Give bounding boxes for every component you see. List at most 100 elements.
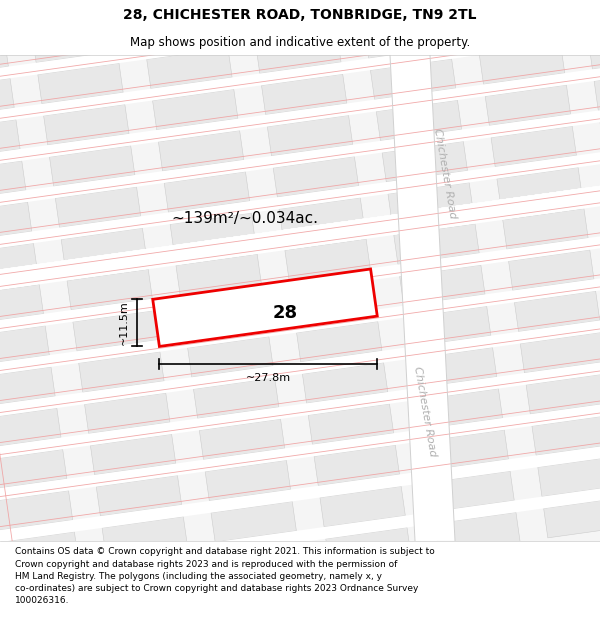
Polygon shape [73, 311, 158, 351]
Polygon shape [365, 18, 450, 58]
Polygon shape [0, 463, 600, 599]
Polygon shape [250, 0, 335, 32]
Polygon shape [532, 414, 600, 456]
Polygon shape [390, 55, 455, 541]
Polygon shape [285, 239, 370, 279]
Polygon shape [102, 517, 187, 558]
Polygon shape [0, 408, 61, 449]
Polygon shape [193, 378, 279, 419]
Polygon shape [0, 134, 600, 269]
Polygon shape [326, 528, 411, 568]
Polygon shape [217, 542, 302, 583]
Polygon shape [0, 92, 600, 228]
Polygon shape [211, 501, 296, 542]
Polygon shape [467, 0, 553, 2]
Polygon shape [538, 456, 600, 497]
Polygon shape [479, 44, 565, 84]
Text: ~11.5m: ~11.5m [118, 301, 128, 345]
Polygon shape [0, 193, 552, 337]
Polygon shape [382, 141, 467, 182]
Polygon shape [94, 132, 600, 276]
Polygon shape [435, 512, 520, 553]
Polygon shape [182, 295, 267, 336]
Polygon shape [394, 224, 479, 264]
Polygon shape [0, 284, 43, 325]
Polygon shape [0, 216, 600, 352]
Polygon shape [390, 55, 455, 541]
Polygon shape [0, 573, 85, 614]
Polygon shape [308, 404, 394, 444]
Polygon shape [0, 299, 600, 434]
Polygon shape [406, 306, 491, 347]
Polygon shape [188, 336, 273, 377]
Polygon shape [0, 175, 600, 311]
Polygon shape [55, 187, 141, 228]
Polygon shape [91, 434, 176, 475]
Polygon shape [96, 476, 182, 516]
Polygon shape [370, 59, 456, 99]
Polygon shape [256, 32, 341, 74]
Polygon shape [79, 352, 164, 392]
Polygon shape [0, 78, 14, 119]
Polygon shape [412, 348, 497, 388]
Polygon shape [311, 102, 600, 246]
Polygon shape [158, 131, 244, 171]
Polygon shape [400, 265, 485, 306]
Text: Chichester Road: Chichester Road [432, 128, 458, 220]
Polygon shape [0, 162, 600, 306]
Polygon shape [296, 321, 382, 362]
Polygon shape [61, 228, 146, 269]
Polygon shape [302, 362, 388, 403]
Polygon shape [485, 85, 571, 126]
Polygon shape [0, 0, 600, 64]
Polygon shape [514, 291, 600, 332]
Polygon shape [509, 250, 594, 291]
Polygon shape [273, 156, 359, 198]
Polygon shape [202, 117, 600, 261]
Polygon shape [0, 381, 600, 517]
Polygon shape [583, 0, 600, 28]
Polygon shape [26, 0, 112, 21]
Polygon shape [0, 532, 79, 572]
Text: Map shows position and indicative extent of the property.: Map shows position and indicative extent… [130, 36, 470, 49]
Polygon shape [44, 104, 129, 145]
Polygon shape [176, 254, 262, 295]
Polygon shape [291, 280, 376, 321]
Text: Contains OS data © Crown copyright and database right 2021. This information is : Contains OS data © Crown copyright and d… [15, 548, 435, 605]
Polygon shape [67, 269, 152, 310]
Text: 28, CHICHESTER ROAD, TONBRIDGE, TN9 2TL: 28, CHICHESTER ROAD, TONBRIDGE, TN9 2TL [123, 8, 477, 22]
Polygon shape [0, 243, 38, 284]
Polygon shape [0, 0, 2, 37]
Polygon shape [199, 419, 285, 460]
Polygon shape [32, 22, 118, 62]
Polygon shape [520, 332, 600, 373]
Polygon shape [262, 74, 347, 115]
Polygon shape [0, 202, 32, 242]
Polygon shape [0, 161, 26, 201]
Polygon shape [388, 182, 473, 223]
Polygon shape [429, 471, 514, 512]
Polygon shape [279, 198, 364, 238]
Polygon shape [108, 558, 193, 599]
Polygon shape [544, 497, 600, 538]
Polygon shape [0, 326, 49, 366]
Text: Chichester Road: Chichester Road [412, 366, 438, 458]
Polygon shape [0, 367, 55, 408]
Polygon shape [153, 269, 377, 346]
Polygon shape [49, 146, 135, 186]
Polygon shape [0, 0, 600, 104]
Polygon shape [503, 209, 588, 249]
Polygon shape [526, 373, 600, 414]
Polygon shape [588, 29, 600, 69]
Polygon shape [417, 389, 503, 429]
Polygon shape [0, 0, 600, 22]
Polygon shape [594, 70, 600, 111]
Polygon shape [0, 258, 600, 393]
Polygon shape [497, 168, 582, 208]
Polygon shape [0, 148, 600, 291]
Polygon shape [0, 491, 73, 531]
Polygon shape [205, 460, 290, 501]
Polygon shape [423, 430, 508, 471]
Polygon shape [0, 119, 20, 160]
Polygon shape [0, 177, 600, 321]
